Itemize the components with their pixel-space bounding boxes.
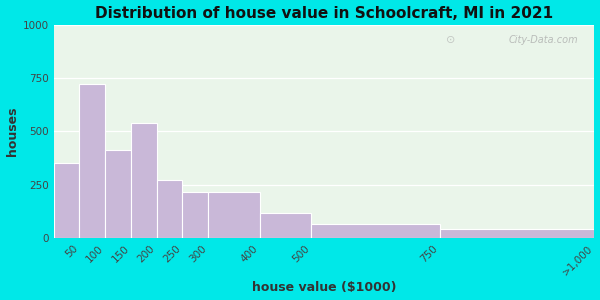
Bar [208,192,260,238]
Bar [131,123,157,238]
Bar [260,213,311,238]
Bar [79,84,105,238]
Y-axis label: houses: houses [5,106,19,156]
Bar [182,192,208,238]
Bar [440,229,595,238]
Bar [311,224,440,238]
Bar [54,164,79,238]
Bar [157,179,182,238]
Text: ⊙: ⊙ [446,35,455,45]
X-axis label: house value ($1000): house value ($1000) [252,281,397,294]
Text: City-Data.com: City-Data.com [509,35,578,45]
Bar [105,150,131,238]
Title: Distribution of house value in Schoolcraft, MI in 2021: Distribution of house value in Schoolcra… [95,6,553,21]
